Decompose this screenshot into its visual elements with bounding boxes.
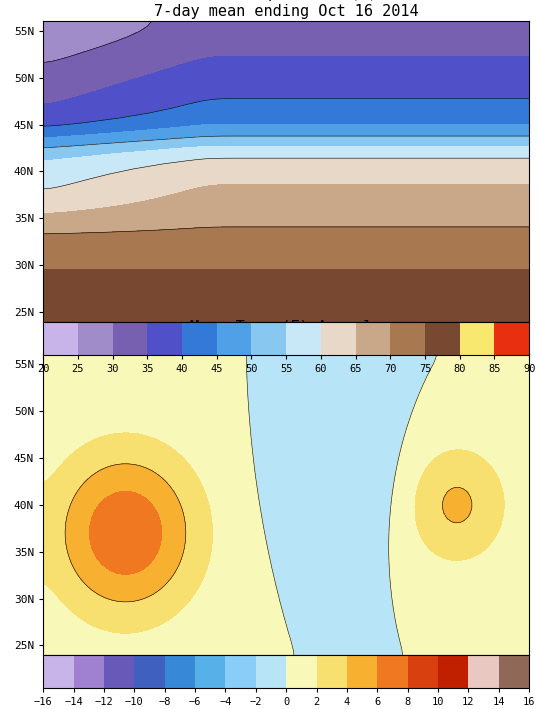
Title: Mean Temperature (F)
7-day mean ending Oct 16 2014: Mean Temperature (F) 7-day mean ending O… — [154, 0, 418, 18]
Title: Mean Temp (F) Anomaly
7-day mean ending Oct 16 2014: Mean Temp (F) Anomaly 7-day mean ending … — [154, 320, 418, 352]
